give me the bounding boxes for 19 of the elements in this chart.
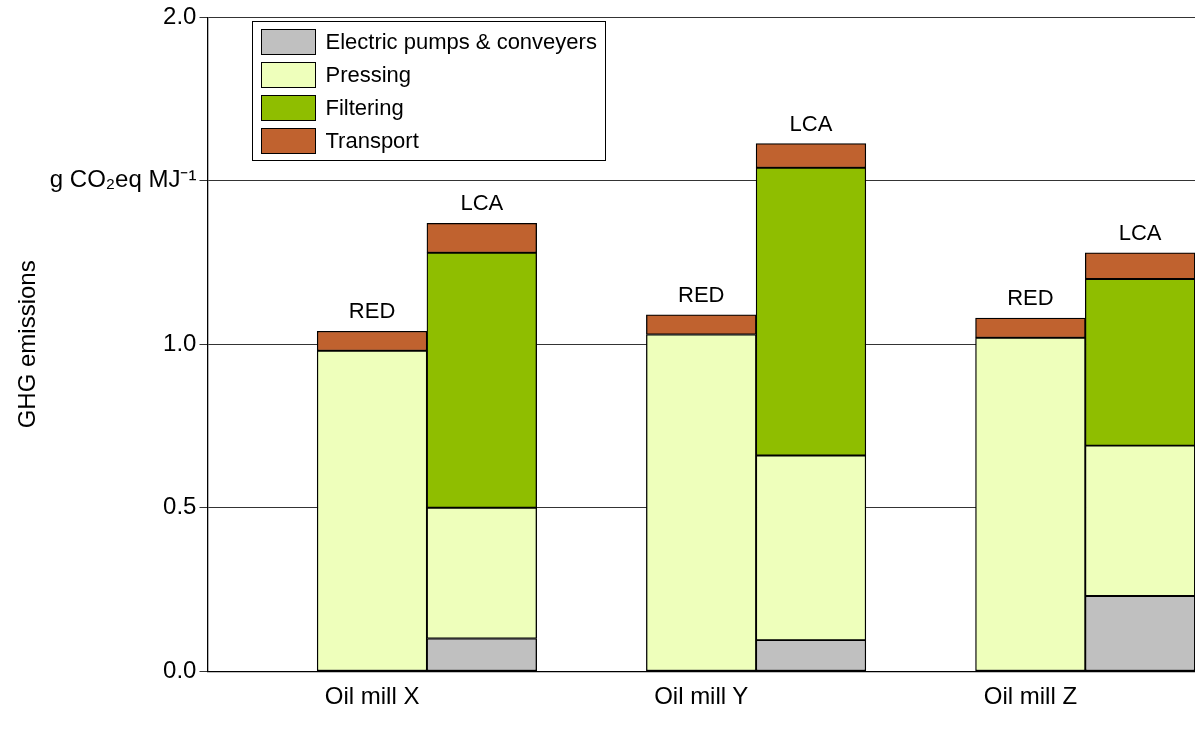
- annotation: RED: [348, 298, 396, 324]
- annotation: LCA: [1118, 219, 1162, 245]
- annotation: LCA: [789, 110, 833, 136]
- legend-label: Pressing: [325, 61, 412, 88]
- y-tick-label: g CO₂eq MJ⁻¹: [49, 165, 197, 193]
- y-tick-label: 0.0: [163, 655, 197, 683]
- annotation: RED: [678, 281, 725, 307]
- legend-label: Filtering: [325, 94, 404, 121]
- y-tick-label: 2.0: [163, 2, 197, 30]
- x-tick-label: Oil mill Y: [654, 682, 749, 710]
- legend-label: Electric pumps & conveyers: [325, 28, 597, 55]
- y-axis-title: GHG emissions: [13, 260, 41, 429]
- x-tick-label: Oil mill X: [324, 682, 420, 710]
- annotation: RED: [1007, 285, 1054, 311]
- x-tick-label: Oil mill Z: [983, 682, 1078, 710]
- y-tick-label: 0.5: [163, 492, 197, 520]
- annotation: LCA: [460, 190, 504, 216]
- legend-label: Transport: [325, 127, 419, 154]
- y-tick-label: 1.0: [163, 328, 197, 356]
